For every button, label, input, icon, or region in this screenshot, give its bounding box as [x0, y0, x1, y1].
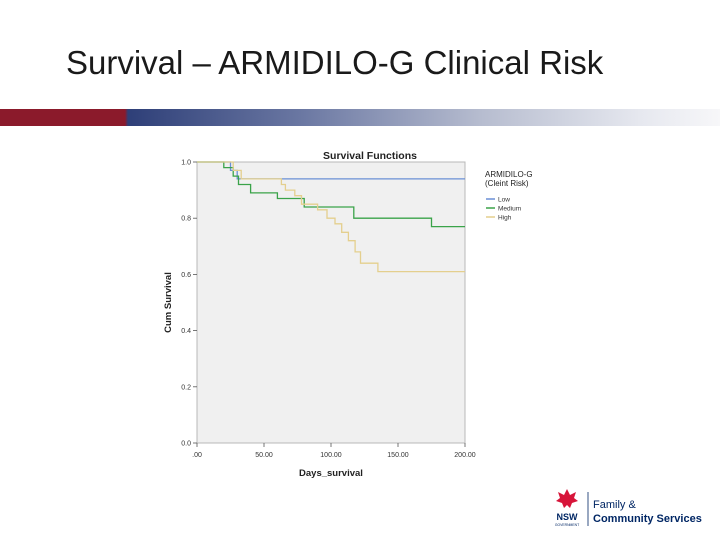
axes: 0.0 0.2 0.4 0.6 0.8 1.0 .00 50.00 100.00 150.00 20…	[181, 160, 476, 460]
y-tick-label: 0.2	[181, 384, 191, 391]
survival-chart-svg: Survival Functions 0.0 0.2 0.4 0.6 0.8 1.0 .00…	[163, 150, 533, 479]
chart-title: Survival Functions	[323, 150, 417, 162]
series-medium-curve	[197, 161, 465, 228]
government-logo-text: GOVERNMENT	[555, 523, 579, 527]
y-tick-label: 0.8	[181, 216, 191, 223]
nsw-logo-text: NSW	[557, 512, 579, 522]
y-axis-label: Cum Survival	[163, 272, 174, 333]
agency-line-1: Family &	[593, 499, 636, 511]
y-tick-label: 1.0	[181, 160, 191, 167]
plot-area	[196, 161, 466, 444]
series-high-curve	[197, 161, 465, 273]
agency-line-2: Community Services	[593, 513, 702, 525]
y-tick-label: 0.0	[181, 441, 191, 448]
nsw-family-community-services-logo: NSW GOVERNMENT Family & Community Servic…	[551, 489, 711, 529]
waratah-icon	[556, 489, 578, 508]
legend-title: ARMIDILO-G (Cleint Risk)	[485, 170, 533, 188]
x-axis-label: Days_survival	[299, 468, 363, 479]
survival-chart: Survival Functions 0.0 0.2 0.4 0.6 0.8 1.0 .00…	[155, 140, 555, 490]
survival-curves	[197, 161, 465, 273]
slide-title: Survival – ARMIDILO-G Clinical Risk	[66, 44, 604, 81]
x-tick-label: 50.00	[255, 452, 273, 459]
x-tick-label: 200.00	[454, 452, 476, 459]
legend-label-high: High	[498, 215, 512, 222]
x-tick-label: .00	[192, 452, 202, 459]
legend: ARMIDILO-G (Cleint Risk) Low Medium High	[485, 170, 533, 222]
legend-label-medium: Medium	[498, 206, 521, 213]
legend-label-low: Low	[498, 197, 510, 204]
logo-svg: NSW GOVERNMENT Family & Community Servic…	[555, 489, 702, 527]
x-tick-label: 100.00	[320, 452, 342, 459]
y-tick-label: 0.6	[181, 272, 191, 279]
title-accent-bar	[0, 109, 720, 126]
x-tick-label: 150.00	[387, 452, 409, 459]
y-tick-label: 0.4	[181, 328, 191, 335]
